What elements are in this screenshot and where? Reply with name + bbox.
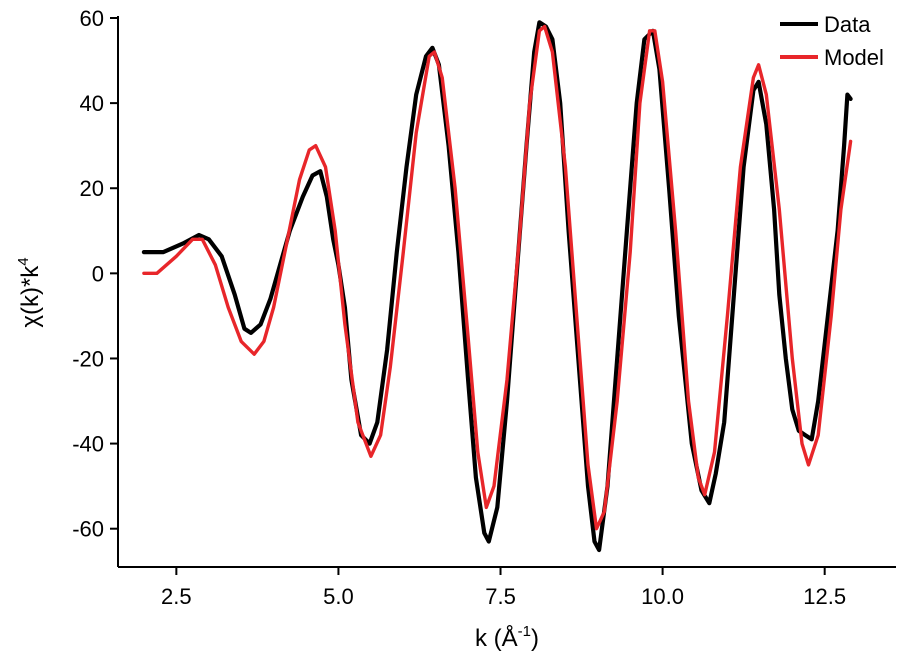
series-line-data xyxy=(141,20,853,553)
x-tick-label: 10.0 xyxy=(641,584,684,609)
y-axis-label: χ(k)*k4 xyxy=(15,257,44,327)
y-tick-label: 40 xyxy=(80,91,104,116)
legend-label-model: Model xyxy=(824,45,884,70)
y-tick-label: 60 xyxy=(80,6,104,31)
tick-group: 2.5 5.0 7.5 10.0 12.5 60 40 20 0 -20 -40 -60 xyxy=(72,6,846,609)
axes xyxy=(117,16,896,568)
x-tick-label: 2.5 xyxy=(161,584,192,609)
x-axis-label: k (Å-1) xyxy=(475,623,539,652)
series-group xyxy=(141,20,853,553)
y-tick-label: -20 xyxy=(72,346,104,371)
legend: Data Model xyxy=(780,12,884,70)
series-line-model xyxy=(142,24,853,531)
x-tick-label: 7.5 xyxy=(485,584,516,609)
y-tick-label: -60 xyxy=(72,517,104,542)
x-tick-label: 5.0 xyxy=(323,584,354,609)
x-tick-label: 12.5 xyxy=(803,584,846,609)
y-tick-label: -40 xyxy=(72,432,104,457)
y-tick-label: 0 xyxy=(92,261,104,286)
y-tick-label: 20 xyxy=(80,176,104,201)
legend-label-data: Data xyxy=(824,12,871,37)
